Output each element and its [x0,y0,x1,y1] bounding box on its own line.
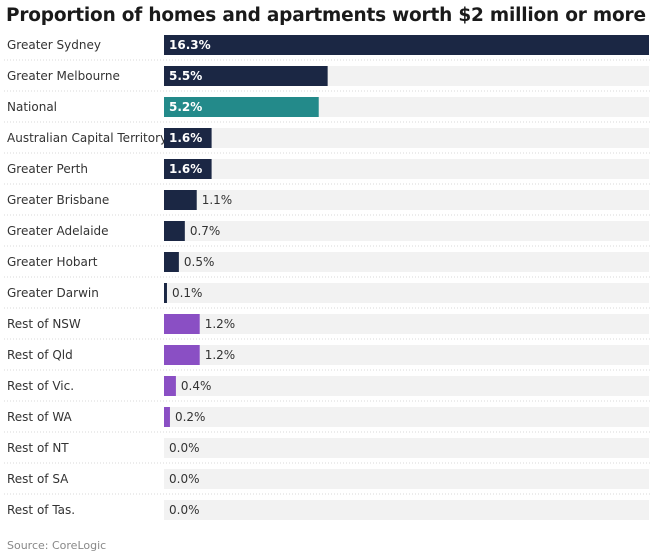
category-label: Rest of NT [7,441,69,455]
bar [164,252,179,272]
value-label: 0.0% [169,503,200,517]
category-label: Greater Perth [7,162,88,176]
bar [164,66,328,86]
source-note: Source: CoreLogic [7,539,107,552]
bar [164,221,185,241]
value-label: 5.5% [169,69,202,83]
value-label: 1.2% [205,317,236,331]
bar [164,128,212,148]
category-label: Greater Melbourne [7,69,120,83]
bar [164,407,170,427]
bar [164,314,200,334]
bar-row: Rest of WA 0.2% [4,400,652,427]
bar [164,97,319,117]
bar-chart: Greater Sydney 16.3% Greater Melbourne 5.5%… [4,35,652,520]
value-label: 1.2% [205,348,236,362]
chart-title: Proportion of homes and apartments worth… [6,5,646,26]
bar-row: Rest of Qld 1.2% [4,338,652,365]
bar-track [164,345,649,365]
bar-track [164,252,649,272]
bar-track [164,190,649,210]
category-label: Greater Brisbane [7,193,109,207]
bar-track [164,469,649,489]
bar [164,190,197,210]
bar-row: Rest of SA 0.0% [4,462,652,489]
value-label: 0.2% [175,410,206,424]
bar-track [164,500,649,520]
bar [164,283,167,303]
bar-row: Greater Adelaide 0.7% [4,214,652,241]
bar-track [164,438,649,458]
category-label: Australian Capital Territory [7,131,167,145]
bar-row: Greater Darwin 0.1% [4,276,652,303]
category-label: National [7,100,57,114]
bar-track [164,159,649,179]
value-label: 0.1% [172,286,203,300]
category-label: Rest of Qld [7,348,73,362]
bar-row: Rest of NSW 1.2% [4,307,652,334]
value-label: 1.6% [169,162,202,176]
value-label: 1.6% [169,131,202,145]
bar-row: Greater Sydney 16.3% [7,35,649,55]
value-label: 0.5% [184,255,215,269]
value-label: 5.2% [169,100,202,114]
bar-row: Greater Perth 1.6% [4,152,652,179]
bar-track [164,221,649,241]
bar-track [164,376,649,396]
category-label: Greater Sydney [7,38,101,52]
value-label: 1.1% [202,193,233,207]
category-label: Greater Darwin [7,286,99,300]
bar-row: Greater Hobart 0.5% [4,245,652,272]
bar-row: Greater Brisbane 1.1% [4,183,652,210]
category-label: Rest of NSW [7,317,81,331]
value-label: 0.0% [169,472,200,486]
bar-row: Greater Melbourne 5.5% [4,59,652,86]
bar [164,345,200,365]
category-label: Greater Hobart [7,255,98,269]
category-label: Greater Adelaide [7,224,109,238]
value-label: 0.7% [190,224,221,238]
bar-row: Rest of Tas. 0.0% [4,493,652,520]
category-label: Rest of Tas. [7,503,75,517]
bar-row: Rest of Vic. 0.4% [4,369,652,396]
category-label: Rest of WA [7,410,73,424]
bar-track [164,314,649,334]
bar-track [164,407,649,427]
category-label: Rest of SA [7,472,69,486]
bar-row: National 5.2% [4,90,652,117]
bar-row: Rest of NT 0.0% [4,431,652,458]
bar-track [164,283,649,303]
value-label: 16.3% [169,38,211,52]
category-label: Rest of Vic. [7,379,74,393]
bar-row: Australian Capital Territory 1.6% [4,121,652,148]
value-label: 0.4% [181,379,212,393]
bar [164,159,212,179]
bar [164,35,649,55]
bar [164,376,176,396]
bar-track [164,128,649,148]
value-label: 0.0% [169,441,200,455]
